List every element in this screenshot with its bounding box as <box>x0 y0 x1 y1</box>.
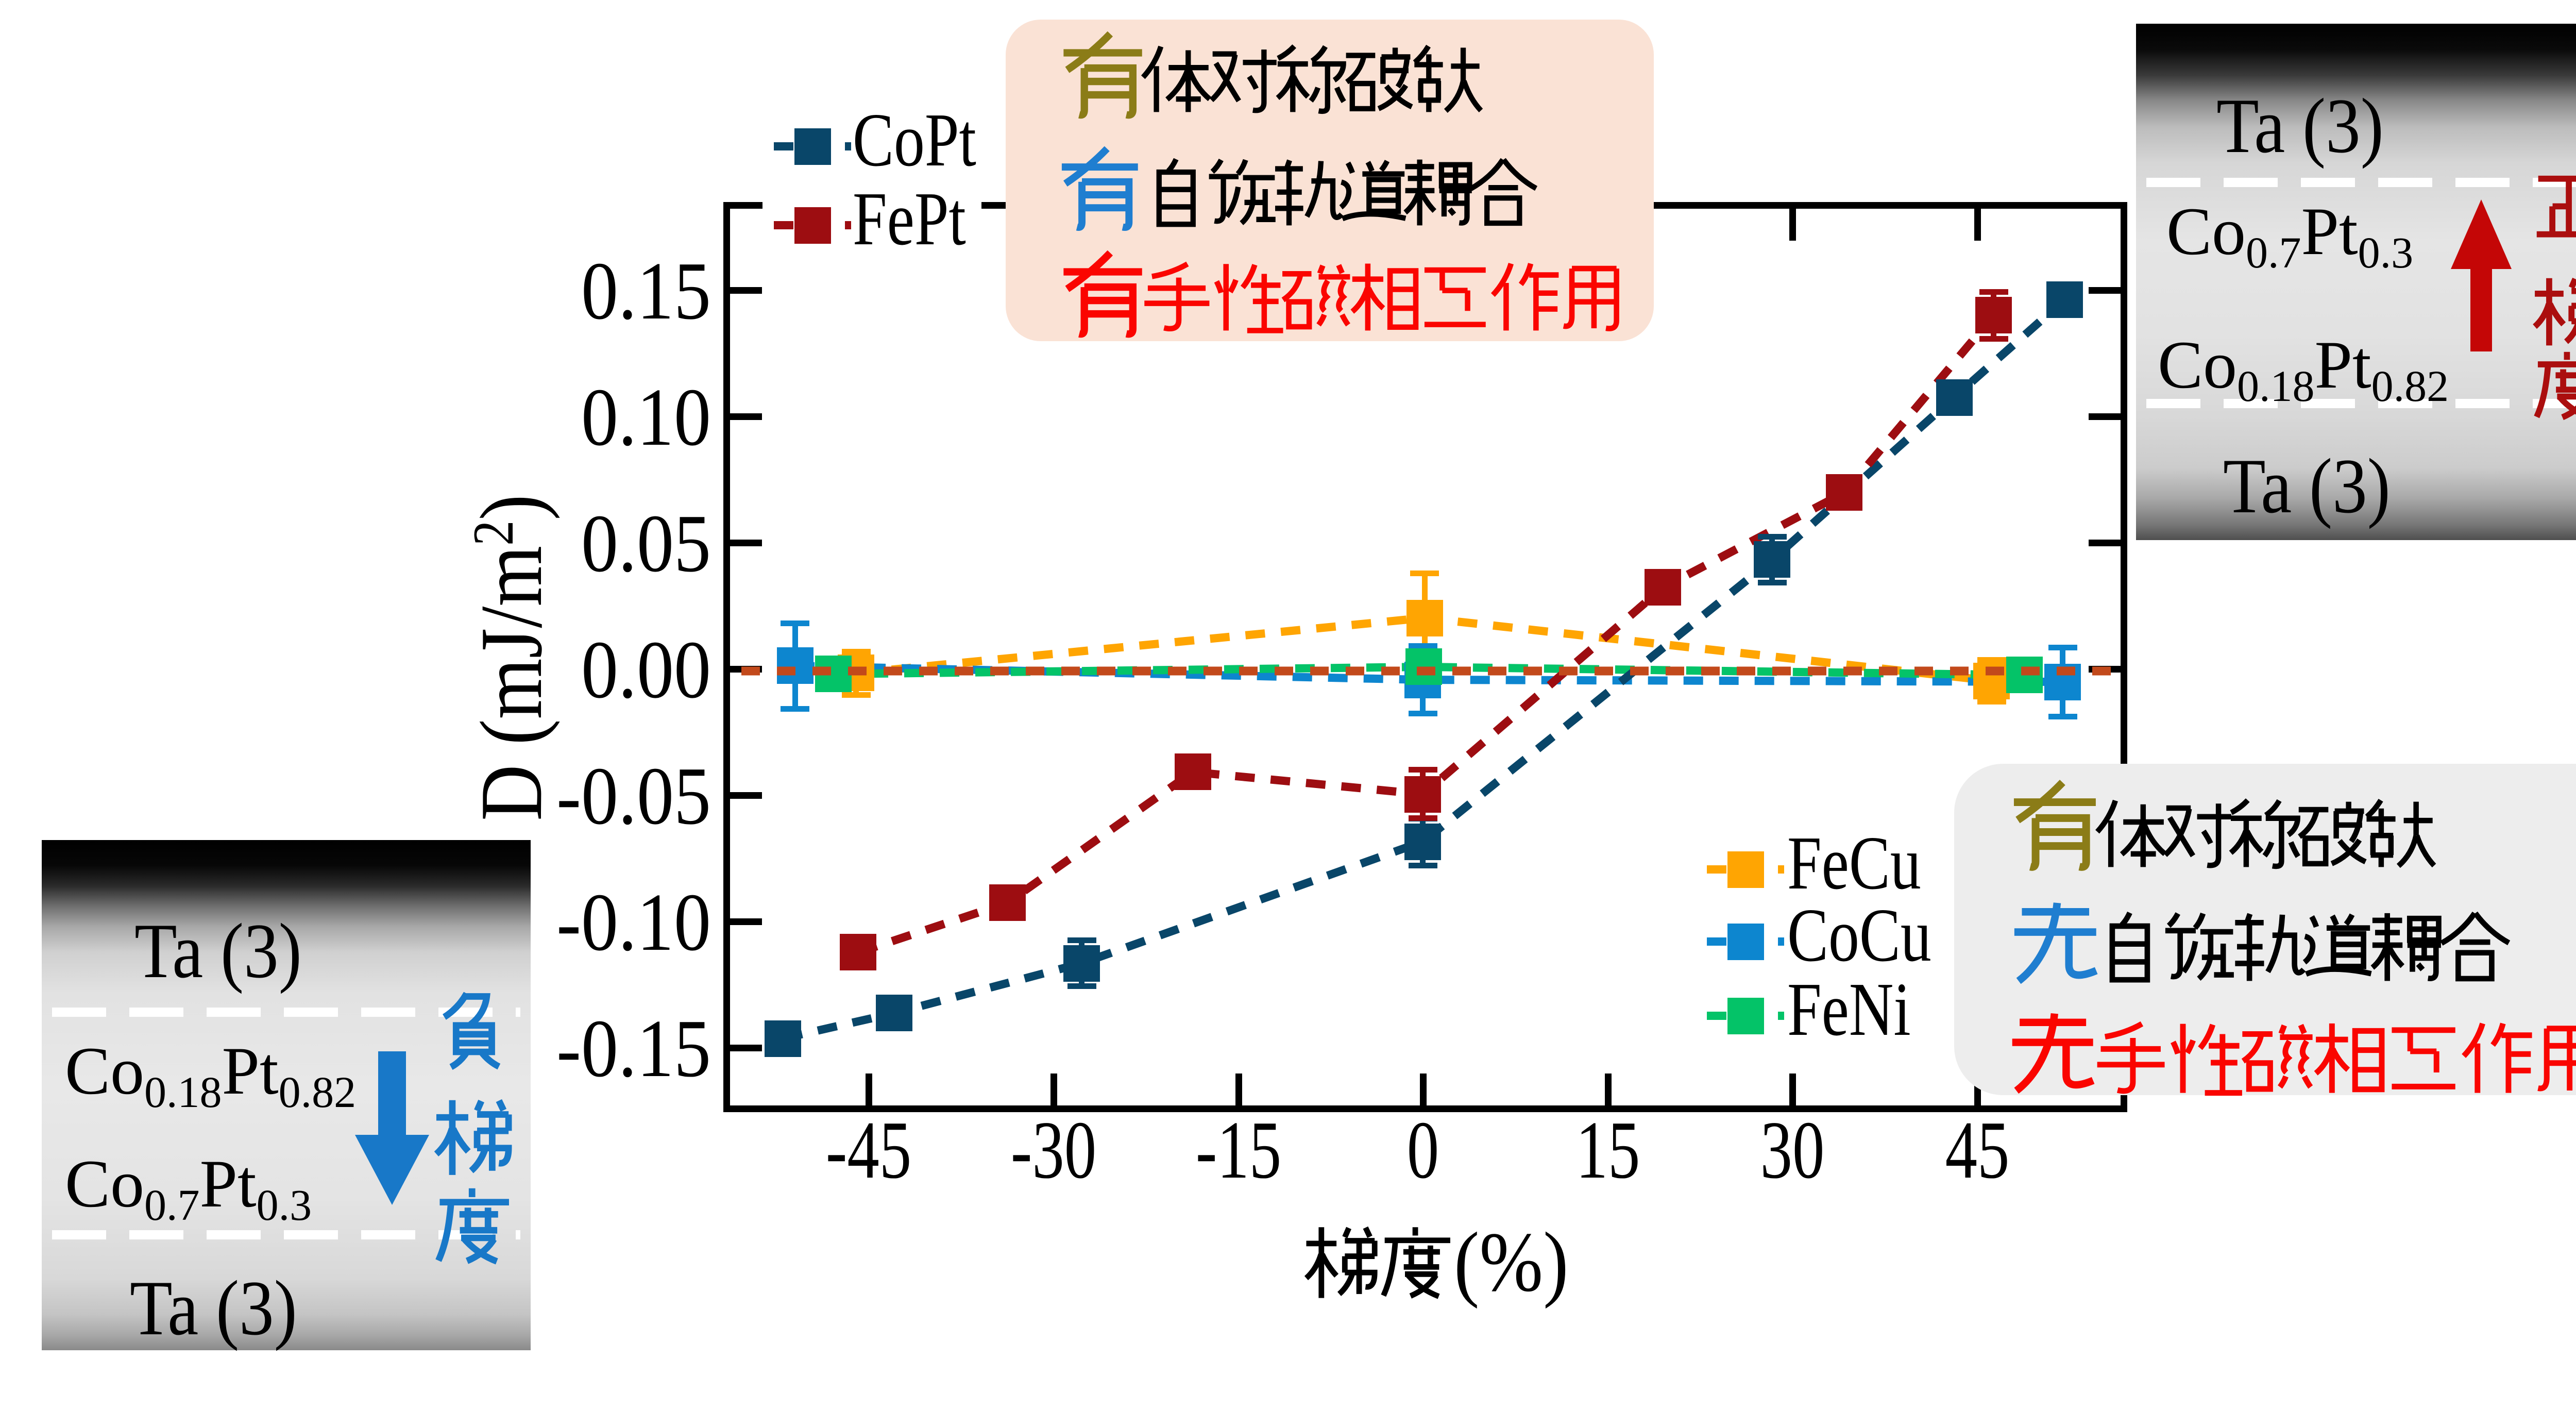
svg-text:Ta (3): Ta (3) <box>2223 443 2391 530</box>
svg-text:0.00: 0.00 <box>581 624 711 715</box>
svg-text:0.15: 0.15 <box>581 245 711 337</box>
svg-text:FeCu: FeCu <box>1787 821 1921 905</box>
svg-text:D (mJ/m2): D (mJ/m2) <box>461 494 561 821</box>
svg-text:0.10: 0.10 <box>581 371 711 463</box>
svg-text:0: 0 <box>1407 1104 1439 1196</box>
svg-text:Ta (3): Ta (3) <box>2216 83 2384 170</box>
svg-text:-45: -45 <box>826 1104 911 1196</box>
svg-text:Ta (3): Ta (3) <box>134 908 302 995</box>
svg-text:-0.15: -0.15 <box>556 1002 711 1094</box>
svg-text:0.05: 0.05 <box>581 497 711 589</box>
svg-text:-0.10: -0.10 <box>556 876 711 968</box>
svg-text:15: 15 <box>1576 1104 1640 1196</box>
svg-text:-0.05: -0.05 <box>556 750 711 842</box>
svg-text:FePt: FePt <box>853 177 966 261</box>
svg-text:(%): (%) <box>1454 1215 1569 1309</box>
svg-text:CoCu: CoCu <box>1787 893 1931 978</box>
svg-text:FeNi: FeNi <box>1787 967 1911 1052</box>
svg-text:30: 30 <box>1760 1104 1825 1196</box>
svg-text:-15: -15 <box>1196 1104 1281 1196</box>
svg-text:CoPt: CoPt <box>853 98 976 182</box>
svg-text:45: 45 <box>1945 1104 2010 1196</box>
svg-text:-30: -30 <box>1011 1104 1096 1196</box>
svg-text:Ta (3): Ta (3) <box>130 1265 297 1352</box>
